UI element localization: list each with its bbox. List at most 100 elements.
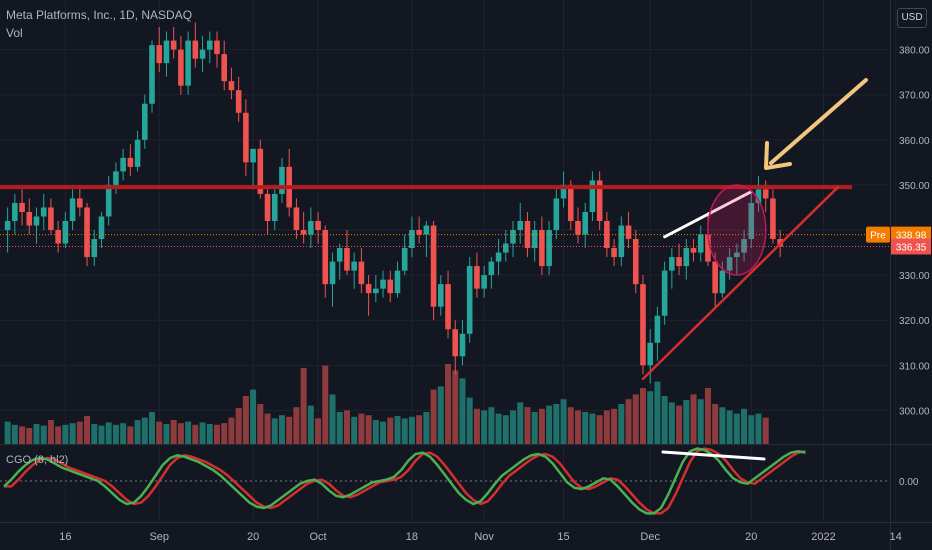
divergence-line bbox=[661, 450, 766, 461]
volume-bar bbox=[394, 416, 401, 444]
volume-bar bbox=[546, 405, 553, 444]
volume-bar bbox=[574, 410, 581, 444]
volume-bar bbox=[741, 408, 748, 444]
volume-bar bbox=[603, 410, 610, 444]
arrow-head bbox=[764, 141, 792, 170]
volume-bar bbox=[437, 386, 444, 444]
volume-bar bbox=[510, 410, 517, 444]
candle-body bbox=[625, 225, 632, 240]
oscillator-zero-label: 0.00 bbox=[899, 477, 919, 488]
candle-body bbox=[19, 202, 25, 212]
candle-body bbox=[178, 49, 184, 86]
candle-body bbox=[336, 248, 343, 262]
candle-body bbox=[748, 202, 755, 240]
volume-bar bbox=[163, 424, 170, 444]
volume-bar bbox=[185, 421, 192, 444]
volume-bar bbox=[387, 417, 394, 444]
volume-bar bbox=[517, 402, 524, 444]
candle-body bbox=[567, 184, 574, 221]
candle-body bbox=[632, 239, 639, 285]
candle-body bbox=[221, 54, 228, 82]
candle-body bbox=[279, 166, 285, 194]
candle-body bbox=[373, 288, 379, 294]
pre-market-tag bbox=[866, 226, 890, 243]
volume-bar bbox=[33, 424, 40, 444]
candle-body bbox=[141, 103, 148, 140]
candle-body bbox=[560, 184, 567, 199]
volume-bar bbox=[466, 397, 473, 444]
volume-bar bbox=[683, 400, 690, 444]
candle-body bbox=[596, 180, 603, 221]
candle-body bbox=[358, 261, 365, 285]
time-tick-label: Oct bbox=[310, 531, 327, 543]
candle-body bbox=[654, 315, 661, 343]
price-axis[interactable]: 300.00310.00320.00330.00340.00350.00360.… bbox=[899, 46, 930, 488]
candle-body bbox=[156, 45, 163, 64]
volume-bar bbox=[481, 410, 488, 444]
cgo-oscillator bbox=[0, 447, 890, 515]
time-tick-label: 14 bbox=[890, 531, 902, 543]
candle-body bbox=[438, 284, 444, 307]
annotations bbox=[0, 78, 890, 381]
volume-bars bbox=[4, 364, 769, 444]
volume-bar bbox=[712, 404, 719, 444]
volume-bar bbox=[228, 417, 235, 444]
price-tick-label: 320.00 bbox=[899, 316, 930, 327]
candle-body bbox=[40, 207, 47, 217]
volume-bar bbox=[647, 391, 654, 444]
candle-body bbox=[105, 184, 112, 217]
price-tick-label: 300.00 bbox=[899, 406, 930, 417]
candle-body bbox=[322, 230, 329, 285]
cgo-main-line bbox=[3, 447, 806, 515]
volume-bar bbox=[401, 418, 408, 444]
candle-body bbox=[640, 284, 646, 366]
volume-bar bbox=[560, 399, 567, 444]
candle-body bbox=[380, 279, 386, 289]
volume-bar bbox=[257, 404, 264, 444]
time-axis[interactable]: 16Sep20Oct18Nov15Dec2020221426 bbox=[59, 531, 932, 543]
volume-bar bbox=[690, 394, 697, 444]
volume-bar bbox=[98, 425, 105, 444]
volume-bar bbox=[639, 388, 646, 444]
volume-bar bbox=[596, 415, 603, 444]
candle-body bbox=[214, 40, 220, 55]
volume-bar bbox=[351, 416, 358, 444]
candle-body bbox=[199, 49, 206, 59]
candle-body bbox=[423, 225, 430, 235]
pre-price-value: 338.98 bbox=[896, 231, 927, 242]
candle-body bbox=[553, 198, 560, 231]
candle-body bbox=[163, 40, 170, 64]
volume-bar bbox=[697, 399, 704, 444]
volume-bar bbox=[127, 426, 134, 444]
chart-title: Meta Platforms, Inc., 1D, NASDAQ bbox=[6, 8, 193, 22]
candle-body bbox=[697, 234, 704, 253]
last-price-badge bbox=[891, 238, 931, 255]
time-tick-label: 15 bbox=[557, 531, 569, 543]
candle-body bbox=[26, 211, 33, 226]
currency-button[interactable]: USD bbox=[897, 8, 927, 28]
candle-body bbox=[192, 40, 199, 59]
candle-body bbox=[676, 257, 682, 267]
candle-body bbox=[546, 230, 552, 267]
volume-bar bbox=[329, 394, 336, 444]
volume-bar bbox=[271, 418, 278, 444]
candle-body bbox=[235, 90, 242, 113]
candle-body bbox=[48, 207, 54, 231]
volume-bar bbox=[315, 418, 322, 444]
volume-bar bbox=[264, 413, 271, 444]
candle-body bbox=[401, 248, 408, 271]
candle-body bbox=[55, 230, 61, 244]
volume-bar bbox=[235, 408, 242, 444]
candle-body bbox=[755, 189, 762, 203]
time-tick-label: 18 bbox=[406, 531, 418, 543]
volume-bar bbox=[618, 404, 625, 444]
volume-bar bbox=[488, 407, 495, 444]
candle-body bbox=[611, 248, 617, 258]
volume-bar bbox=[762, 417, 769, 444]
volume-bar bbox=[372, 420, 379, 444]
candle-body bbox=[120, 157, 126, 172]
volume-bar bbox=[719, 407, 726, 444]
volume-bar bbox=[473, 408, 480, 444]
